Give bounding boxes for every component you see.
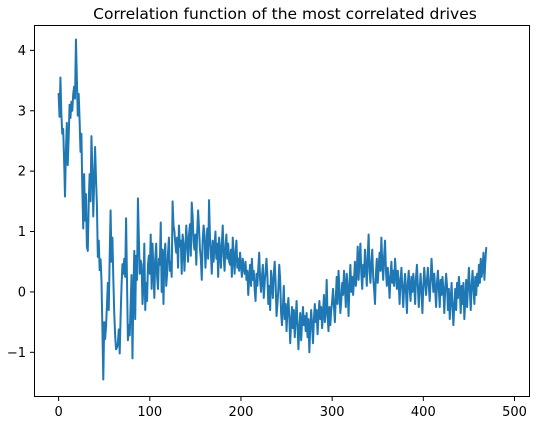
- y-tick-label: 1: [18, 225, 26, 240]
- y-tick-label: 4: [18, 44, 26, 59]
- x-tick-label: 200: [229, 405, 254, 420]
- x-tick-label: 500: [502, 405, 527, 420]
- x-tick-label: 0: [54, 405, 62, 420]
- y-tick-label: 2: [18, 165, 26, 180]
- y-tick-label: 3: [18, 104, 26, 119]
- x-tick-label: 300: [320, 405, 345, 420]
- plot-area: [34, 25, 530, 397]
- x-tick-label: 100: [137, 405, 162, 420]
- y-tick-label: −1: [7, 346, 26, 361]
- y-tick-label: 0: [18, 285, 26, 300]
- x-tick-label: 400: [411, 405, 436, 420]
- chart-title: Correlation function of the most correla…: [93, 5, 477, 23]
